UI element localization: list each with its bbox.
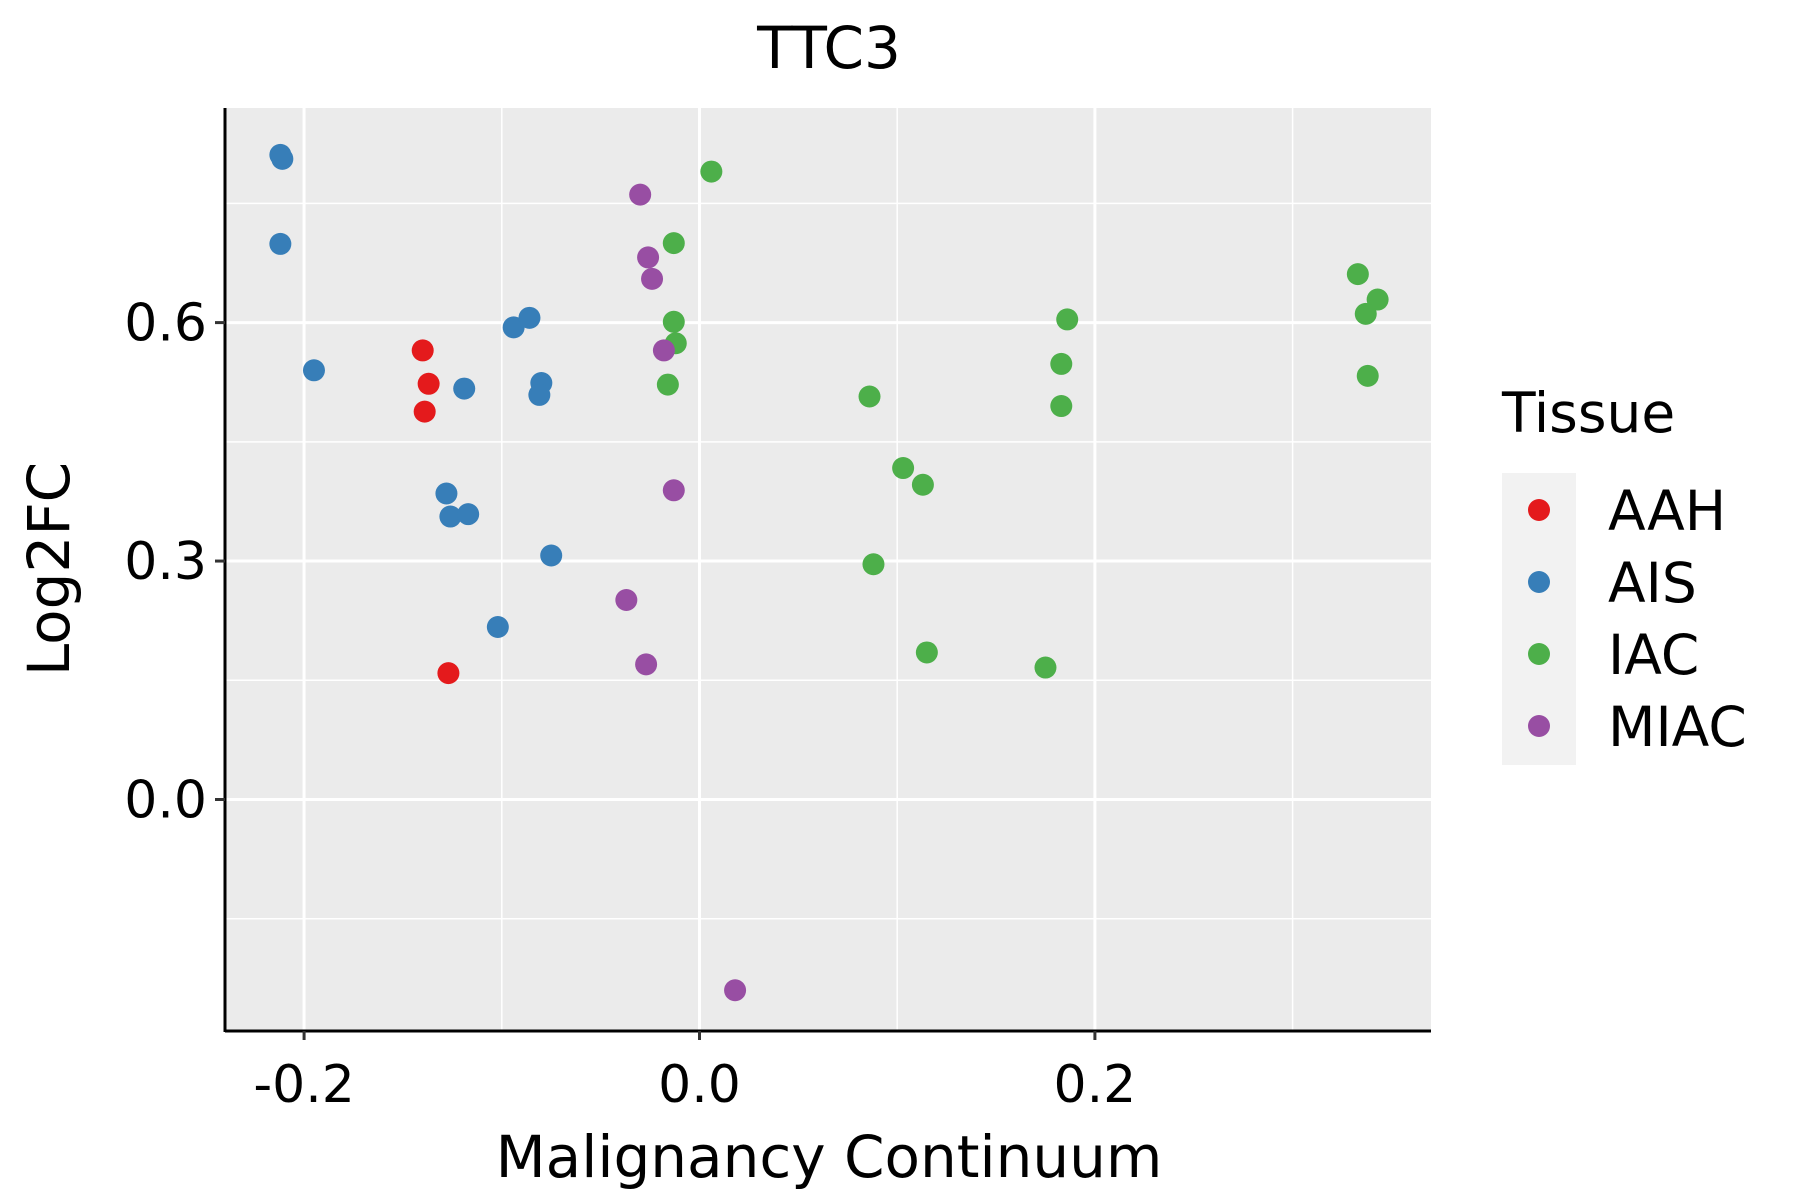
data-point-iac xyxy=(1050,395,1073,418)
legend-label-iac: IAC xyxy=(1608,623,1699,687)
data-point-ais xyxy=(540,544,563,567)
chart-title: TTC3 xyxy=(756,14,901,82)
data-point-ais xyxy=(528,383,551,406)
data-point-miac xyxy=(724,979,747,1002)
legend-key-iac xyxy=(1528,643,1550,665)
data-point-iac xyxy=(915,641,938,664)
data-point-miac xyxy=(629,183,652,206)
data-point-aah xyxy=(413,400,436,423)
data-point-iac xyxy=(862,553,885,576)
data-point-ais xyxy=(518,306,541,329)
data-point-miac xyxy=(615,588,638,611)
data-point-iac xyxy=(1056,308,1079,331)
data-point-ais xyxy=(435,482,458,505)
data-point-iac xyxy=(1354,302,1377,325)
data-point-ais xyxy=(502,316,525,339)
y-tick-label: 0.0 xyxy=(124,771,207,831)
x-tick-label: 0.0 xyxy=(658,1055,741,1115)
data-point-miac xyxy=(637,246,660,269)
data-point-ais xyxy=(302,359,325,382)
data-points xyxy=(269,143,1389,1002)
data-point-iac xyxy=(662,310,685,333)
legend-label-miac: MIAC xyxy=(1608,695,1747,759)
data-point-iac xyxy=(1034,656,1057,679)
legend-label-aah: AAH xyxy=(1608,479,1726,543)
legend-title: Tissue xyxy=(1501,381,1675,445)
data-point-iac xyxy=(1050,352,1073,375)
y-tick-label: 0.6 xyxy=(124,294,207,354)
data-point-iac xyxy=(662,232,685,255)
x-axis-label: Malignancy Continuum xyxy=(496,1123,1163,1191)
x-tick-label: -0.2 xyxy=(253,1055,354,1115)
data-point-miac xyxy=(641,267,664,290)
legend-key-aah xyxy=(1528,499,1550,521)
data-point-ais xyxy=(453,377,476,400)
data-point-ais xyxy=(486,616,509,639)
data-point-ais xyxy=(439,505,462,528)
legend-label-ais: AIS xyxy=(1608,551,1697,615)
data-point-ais xyxy=(269,232,292,255)
y-axis-label: Log2FC xyxy=(15,462,83,676)
y-tick-label: 0.3 xyxy=(124,532,207,592)
data-point-ais xyxy=(457,503,480,526)
legend-key-miac xyxy=(1528,715,1550,737)
data-point-miac xyxy=(662,479,685,502)
y-axis-ticks: 0.0 0.3 0.6 xyxy=(124,294,225,831)
data-point-iac xyxy=(700,160,723,183)
data-point-aah xyxy=(417,372,440,395)
data-point-iac xyxy=(911,473,934,496)
data-point-aah xyxy=(437,662,460,685)
data-point-iac xyxy=(1346,263,1369,286)
plot-panel xyxy=(225,108,1431,1030)
data-point-iac xyxy=(858,385,881,408)
data-point-iac xyxy=(892,457,915,480)
data-point-aah xyxy=(411,339,434,362)
x-tick-label: 0.2 xyxy=(1054,1055,1137,1115)
gridlines xyxy=(225,108,1431,1030)
legend-key-ais xyxy=(1528,571,1550,593)
data-point-miac xyxy=(652,339,675,362)
legend: Tissue AAH AIS IAC MIAC xyxy=(1501,381,1747,765)
data-point-iac xyxy=(656,373,679,396)
data-point-ais xyxy=(271,147,294,170)
data-point-miac xyxy=(635,653,658,676)
data-point-iac xyxy=(1356,364,1379,387)
x-axis-ticks: -0.2 0.0 0.2 xyxy=(253,1031,1136,1115)
